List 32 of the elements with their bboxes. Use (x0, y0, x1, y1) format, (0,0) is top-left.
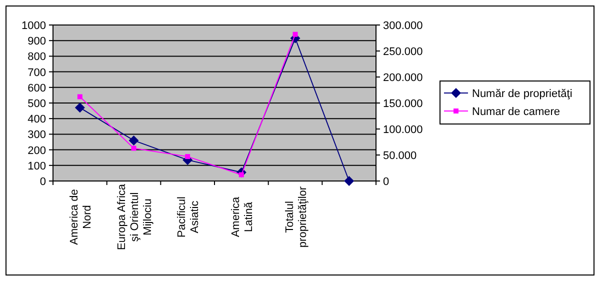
y-tick-label: 900 (28, 36, 46, 48)
x-tick-label: America Latină (230, 196, 255, 238)
point (77, 94, 82, 100)
y2-tick-label: 300.000 (383, 20, 423, 32)
y2-tick-label: 250.000 (383, 46, 423, 58)
y-tick-label: 400 (28, 114, 46, 126)
x-tick-label: Europa Africa şi Orientul Mijlociu (116, 183, 154, 250)
y2-tick-label: 200.000 (383, 72, 423, 84)
x-tick-label: Pacificul Asiatic (176, 196, 202, 238)
y-tick-label: 0 (40, 176, 46, 188)
point (131, 146, 136, 151)
y-tick-label: 1000 (22, 20, 46, 32)
legend-label: Numar de camere (472, 106, 560, 118)
y2-tick-label: 150.000 (383, 98, 423, 110)
point (344, 176, 354, 186)
y-tick-label: 200 (28, 144, 46, 157)
y-tick-label: 800 (28, 51, 46, 64)
point (74, 102, 85, 113)
y-tick-label: 700 (28, 66, 46, 79)
x-tick-label: America de Nord (68, 189, 94, 245)
y2-tick-label: 50.000 (383, 150, 417, 162)
y2-tick-label: 100.000 (383, 124, 423, 136)
y-tick-label: 100 (28, 160, 46, 172)
point (292, 32, 298, 37)
x-tick-label: Totalul proprietăţilor (284, 186, 309, 248)
y2-tick-label: 0 (383, 176, 390, 188)
y-tick-label: 500 (28, 98, 46, 110)
legend-label: Număr de proprietăţi (472, 88, 572, 100)
point (185, 154, 190, 160)
point (128, 135, 139, 146)
y-tick-label: 600 (28, 82, 46, 94)
y-tick-label: 300 (28, 129, 46, 142)
